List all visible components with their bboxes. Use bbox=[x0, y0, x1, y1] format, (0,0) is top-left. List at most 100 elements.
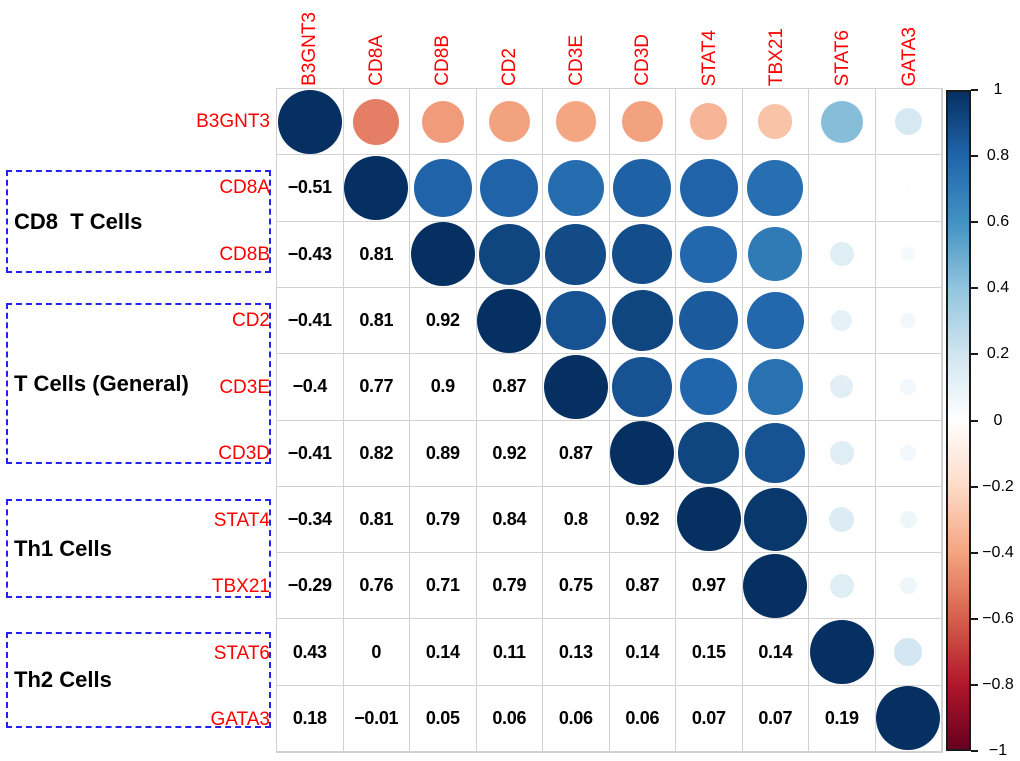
matrix-cell-CD8B-GATA3 bbox=[875, 221, 942, 288]
colorbar-tick-label: −0.8 bbox=[982, 675, 1014, 693]
correlation-circle bbox=[545, 290, 606, 351]
gene-name: CD3E bbox=[565, 35, 587, 86]
correlation-value: 0.8 bbox=[563, 508, 588, 529]
correlation-circle bbox=[905, 184, 912, 192]
correlation-circle bbox=[900, 379, 917, 395]
correlation-value: −0.29 bbox=[287, 575, 332, 596]
matrix-cell-CD3E-STAT4 bbox=[676, 354, 743, 421]
correlation-circle bbox=[899, 577, 917, 595]
matrix-cell-B3GNT3-STAT6 bbox=[809, 89, 876, 156]
matrix-cell-STAT4-B3GNT3: −0.34 bbox=[277, 486, 344, 554]
matrix-cell-TBX21-B3GNT3: −0.29 bbox=[277, 553, 344, 620]
correlation-value: 0.06 bbox=[558, 707, 593, 728]
matrix-cell-CD8A-STAT4 bbox=[676, 155, 743, 222]
matrix-cell-GATA3-CD8A: −0.01 bbox=[343, 685, 410, 752]
correlation-value: 0.79 bbox=[492, 575, 527, 596]
colorbar-tick-label: −1 bbox=[988, 742, 1008, 759]
colorbar-tick-label: 0.6 bbox=[986, 213, 1010, 231]
correlation-circle bbox=[743, 487, 807, 551]
matrix-cell-B3GNT3-CD8B bbox=[410, 89, 477, 156]
correlation-circle bbox=[478, 223, 540, 285]
matrix-cell-CD8A-CD3E bbox=[543, 155, 610, 222]
correlation-value: −0.41 bbox=[287, 310, 332, 331]
matrix-cell-CD2-CD8A: 0.81 bbox=[343, 287, 410, 355]
colorbar-tick-label: −0.2 bbox=[982, 477, 1014, 495]
correlation-circle bbox=[612, 357, 673, 417]
col-label-B3GNT3: B3GNT3 bbox=[276, 0, 343, 86]
colorbar-tick bbox=[971, 287, 978, 290]
correlation-value: 0.19 bbox=[824, 707, 859, 728]
matrix-cell-CD3E-B3GNT3: −0.4 bbox=[277, 354, 344, 421]
col-label-TBX21: TBX21 bbox=[743, 0, 810, 86]
matrix-cell-CD8A-CD8A bbox=[343, 155, 410, 222]
matrix-cell-B3GNT3-GATA3 bbox=[875, 89, 942, 156]
matrix-cell-STAT6-STAT4: 0.15 bbox=[676, 619, 743, 686]
matrix-cell-CD3D-B3GNT3: −0.41 bbox=[277, 420, 344, 487]
matrix-cell-CD8A-CD2 bbox=[476, 155, 543, 222]
matrix-cell-CD3E-GATA3 bbox=[875, 354, 942, 421]
gene-name: STAT6 bbox=[832, 29, 854, 86]
matrix-cell-CD8B-CD3E bbox=[543, 221, 610, 288]
correlation-value: 0.9 bbox=[430, 376, 455, 397]
correlation-value: 0.97 bbox=[691, 575, 726, 596]
gene-name: TBX21 bbox=[765, 27, 787, 86]
correlation-value: 0 bbox=[371, 641, 382, 662]
group-label: Th2 Cells bbox=[14, 667, 112, 692]
correlation-circle bbox=[829, 441, 854, 466]
correlation-circle bbox=[679, 159, 738, 217]
row-label-CD3E: CD3E bbox=[219, 376, 270, 398]
correlation-circle bbox=[820, 100, 863, 143]
matrix-cell-GATA3-CD3D: 0.06 bbox=[609, 685, 676, 752]
row-label-B3GNT3: B3GNT3 bbox=[196, 110, 270, 132]
correlation-circle bbox=[747, 359, 803, 415]
correlation-circle bbox=[488, 101, 530, 143]
colorbar-tick-label: 0.4 bbox=[986, 279, 1010, 297]
row-label-STAT6: STAT6 bbox=[213, 642, 270, 664]
colorbar-tick-label: −0.6 bbox=[982, 609, 1014, 627]
correlation-circle bbox=[829, 573, 854, 598]
gene-name: CD8B bbox=[432, 35, 454, 86]
row-label-CD8A: CD8A bbox=[219, 177, 270, 199]
matrix-cell-CD8B-B3GNT3: −0.43 bbox=[277, 221, 344, 288]
correlation-value: 0.79 bbox=[425, 508, 460, 529]
matrix-cell-STAT4-STAT4 bbox=[676, 486, 743, 554]
matrix-cell-CD8A-GATA3 bbox=[875, 155, 942, 222]
correlation-circle bbox=[621, 101, 663, 143]
matrix-cell-STAT6-GATA3 bbox=[875, 619, 942, 686]
matrix-cell-STAT6-STAT6 bbox=[809, 619, 876, 686]
correlation-circle bbox=[676, 487, 741, 552]
matrix-cell-B3GNT3-STAT4 bbox=[676, 89, 743, 156]
correlation-value: 0.81 bbox=[359, 508, 394, 529]
matrix-cell-STAT6-CD3E: 0.13 bbox=[543, 619, 610, 686]
correlation-circle bbox=[829, 242, 854, 267]
correlation-value: 0.14 bbox=[425, 641, 460, 662]
correlation-value: 0.13 bbox=[558, 641, 593, 662]
colorbar-tick bbox=[971, 419, 978, 422]
correlation-value: 0.84 bbox=[492, 508, 527, 529]
correlation-value: 0.07 bbox=[758, 707, 793, 728]
matrix-cell-STAT6-B3GNT3: 0.43 bbox=[277, 619, 344, 686]
correlation-value: 0.87 bbox=[625, 575, 660, 596]
correlation-circle bbox=[344, 155, 409, 220]
colorbar-gradient bbox=[946, 90, 971, 751]
correlation-value: 0.75 bbox=[558, 575, 593, 596]
correlation-value: 0.07 bbox=[691, 707, 726, 728]
correlation-value: 0.89 bbox=[425, 442, 460, 463]
correlation-circle bbox=[876, 686, 941, 751]
row-label-CD3D: CD3D bbox=[218, 443, 270, 465]
matrix-cell-STAT4-GATA3 bbox=[875, 486, 942, 554]
matrix-cell-GATA3-CD2: 0.06 bbox=[476, 685, 543, 752]
correlation-value: 0.15 bbox=[691, 641, 726, 662]
correlation-circle bbox=[809, 620, 874, 685]
row-label-TBX21: TBX21 bbox=[211, 576, 270, 598]
matrix-cell-GATA3-STAT4: 0.07 bbox=[676, 685, 743, 752]
colorbar-tick bbox=[971, 89, 978, 91]
matrix-cell-B3GNT3-TBX21 bbox=[742, 89, 809, 156]
matrix-cell-STAT6-CD8A: 0 bbox=[343, 619, 410, 686]
matrix-cell-CD8B-CD2 bbox=[476, 221, 543, 288]
matrix-cell-TBX21-STAT6 bbox=[809, 553, 876, 620]
matrix-cell-STAT4-CD3D: 0.92 bbox=[609, 486, 676, 554]
group-label: CD8 T Cells bbox=[14, 208, 143, 234]
matrix-cell-CD8B-CD8B bbox=[410, 221, 477, 288]
matrix-cell-CD3E-CD3D bbox=[609, 354, 676, 421]
